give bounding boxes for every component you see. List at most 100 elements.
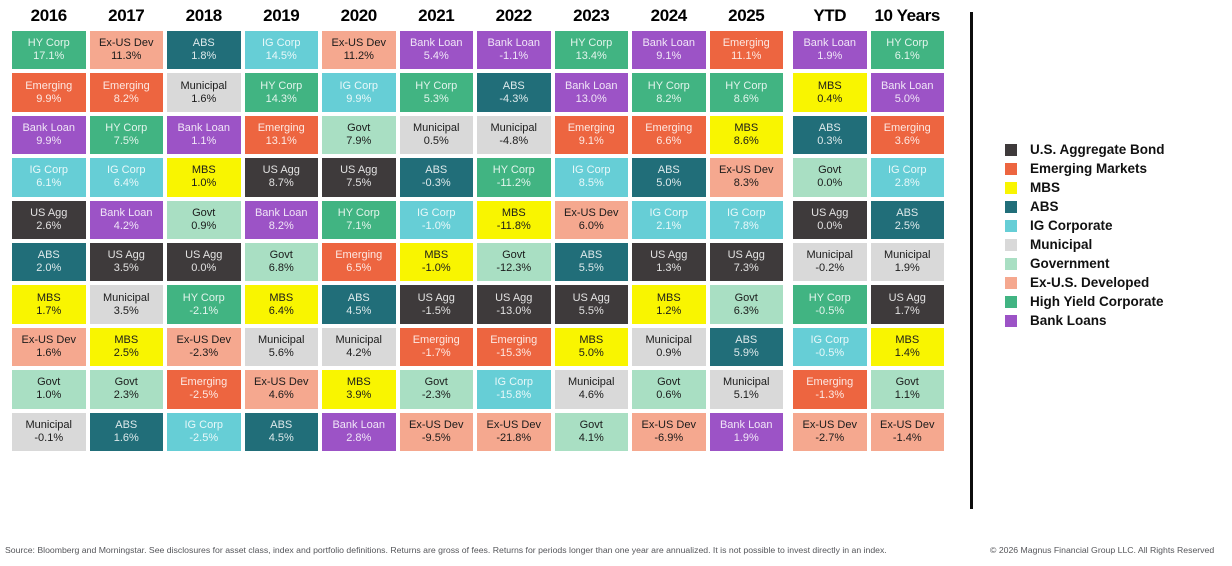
- return-cell: US Agg 7.5%: [322, 158, 396, 197]
- asset-label: Emerging: [722, 37, 770, 50]
- asset-label: Govt: [424, 376, 448, 389]
- return-value: 3.5%: [113, 262, 139, 275]
- return-value: 4.6%: [268, 389, 294, 402]
- legend-label: Bank Loans: [1030, 313, 1107, 328]
- return-value: -0.1%: [34, 431, 64, 444]
- return-cell: MBS -1.0%: [399, 242, 473, 282]
- return-cell: IG Corp 2.1%: [632, 200, 706, 239]
- column-header: 2020: [340, 6, 378, 25]
- asset-label: IG Corp: [184, 418, 223, 431]
- return-cell: IG Corp -1.0%: [399, 200, 473, 239]
- column-header: 10 Years: [874, 6, 940, 25]
- return-value: -21.8%: [496, 431, 532, 444]
- asset-label: Municipal: [103, 291, 150, 304]
- asset-label: Govt: [895, 376, 919, 389]
- return-value: 17.1%: [33, 50, 65, 63]
- return-cell: ABS 1.6%: [89, 412, 163, 451]
- return-cell: Ex-US Dev 8.3%: [709, 158, 783, 197]
- asset-label: IG Corp: [887, 164, 927, 177]
- return-value: 6.4%: [268, 304, 294, 317]
- legend-label: Government: [1030, 256, 1110, 271]
- return-value: -1.0%: [421, 262, 451, 275]
- column-header: 2019: [263, 6, 300, 25]
- asset-label: Ex-US Dev: [331, 37, 386, 50]
- asset-label: Govt: [37, 376, 61, 389]
- return-value: 4.1%: [578, 431, 604, 444]
- asset-label: Emerging: [645, 121, 693, 134]
- return-value: 2.5%: [113, 346, 139, 359]
- return-value: 0.4%: [817, 92, 843, 105]
- return-cell: Emerging 6.5%: [322, 242, 396, 282]
- return-cell: HY Corp 7.5%: [89, 115, 163, 155]
- asset-label: HY Corp: [492, 164, 535, 177]
- asset-label: Ex-US Dev: [409, 418, 464, 431]
- return-value: 4.5%: [268, 431, 294, 444]
- asset-label: ABS: [502, 79, 525, 92]
- return-value: -4.3%: [499, 92, 529, 105]
- return-cell: HY Corp -11.2%: [477, 158, 551, 197]
- asset-label: Municipal: [723, 376, 770, 389]
- return-value: 0.0%: [191, 262, 217, 275]
- return-cell: Municipal 5.1%: [709, 370, 783, 409]
- legend-label: High Yield Corporate: [1030, 294, 1164, 309]
- return-value: -11.8%: [496, 219, 531, 232]
- asset-label: HY Corp: [647, 79, 690, 92]
- return-cell: Ex-US Dev 4.6%: [244, 370, 318, 409]
- column-header: 2025: [728, 6, 765, 25]
- legend-swatch: [1005, 143, 1017, 156]
- return-value: 0.6%: [656, 389, 682, 402]
- period-column: 10 Years HY Corp 6.1% Bank Loan 5.0% Emerging…: [870, 4, 944, 451]
- asset-label: IG Corp: [416, 206, 456, 219]
- return-value: 3.9%: [346, 389, 372, 402]
- return-cell: IG Corp -0.5%: [793, 327, 867, 367]
- return-value: 9.9%: [36, 134, 62, 147]
- return-value: 1.9%: [894, 262, 920, 275]
- return-value: -0.5%: [815, 346, 845, 359]
- return-cell: Emerging 3.6%: [870, 115, 944, 155]
- return-cell: MBS 1.2%: [632, 285, 706, 324]
- return-value: 13.4%: [575, 50, 607, 63]
- return-cell: Ex-US Dev -6.9%: [632, 412, 706, 451]
- legend-swatch: [1005, 314, 1017, 327]
- asset-label: HY Corp: [260, 79, 303, 92]
- asset-label: IG Corp: [810, 333, 849, 346]
- asset-label: MBS: [579, 333, 604, 346]
- legend-label: Ex-U.S. Developed: [1030, 275, 1150, 290]
- return-cell: MBS 1.4%: [870, 327, 944, 367]
- return-cell: Bank Loan 1.9%: [793, 31, 867, 70]
- asset-label: IG Corp: [106, 164, 146, 177]
- asset-label: IG Corp: [261, 37, 301, 50]
- return-value: 0.9%: [191, 219, 217, 232]
- asset-label: Emerging: [567, 121, 615, 134]
- asset-label: Emerging: [490, 333, 538, 346]
- asset-label: Municipal: [884, 249, 931, 262]
- return-value: 6.1%: [894, 50, 920, 63]
- column-header: 2017: [108, 6, 145, 25]
- asset-label: MBS: [817, 79, 842, 92]
- asset-label: Bank Loan: [22, 121, 76, 134]
- asset-label: MBS: [895, 333, 920, 346]
- return-cell: Govt 4.1%: [554, 412, 628, 451]
- legend-swatch: [1005, 295, 1017, 308]
- return-value: -1.3%: [815, 389, 845, 402]
- asset-label: US Agg: [417, 291, 455, 304]
- return-value: 2.0%: [36, 262, 62, 275]
- asset-label: Emerging: [883, 121, 931, 134]
- legend-label: ABS: [1030, 199, 1059, 214]
- asset-label: HY Corp: [415, 79, 458, 92]
- legend-label: Municipal: [1030, 237, 1093, 252]
- return-cell: IG Corp 7.8%: [709, 200, 783, 239]
- return-cell: ABS 2.5%: [870, 200, 944, 239]
- return-value: 1.0%: [191, 177, 217, 190]
- asset-label: Municipal: [490, 121, 537, 134]
- return-value: 5.5%: [578, 262, 604, 275]
- return-cell: Bank Loan 2.8%: [322, 412, 396, 451]
- asset-label: Municipal: [568, 376, 615, 389]
- asset-label: US Agg: [811, 206, 849, 219]
- column-header: 2018: [185, 6, 223, 25]
- return-cell: IG Corp 14.5%: [244, 31, 318, 70]
- return-cell: Ex-US Dev -1.4%: [870, 412, 944, 451]
- asset-label: Bank Loan: [332, 418, 386, 431]
- asset-label: ABS: [347, 291, 370, 304]
- legend-swatch: [1005, 219, 1017, 232]
